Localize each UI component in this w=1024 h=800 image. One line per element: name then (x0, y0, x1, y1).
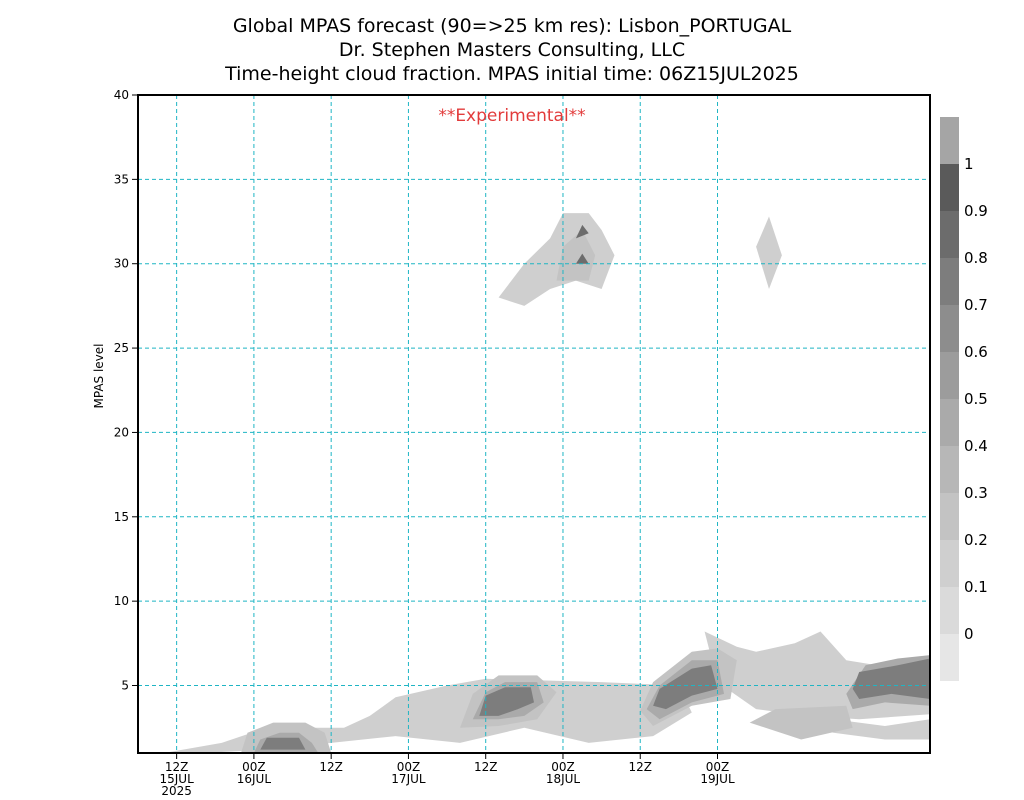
y-tick-label-0: 5 (121, 679, 129, 693)
colorbar-swatch-8 (940, 493, 959, 540)
y-tick-label-5: 30 (114, 257, 129, 271)
colorbar-swatch-7 (940, 446, 959, 493)
x-tick-label-7-2: 19JUL (700, 772, 735, 786)
colorbar-swatch-11 (940, 634, 959, 681)
colorbar-swatch-4 (940, 305, 959, 352)
colorbar-label-7: 0.7 (964, 296, 988, 314)
cloud-region-14 (260, 737, 306, 750)
x-tick-label-3-2: 17JUL (391, 772, 426, 786)
x-tick-label-2-1: 12Z (319, 760, 343, 774)
colorbar-swatch-1 (940, 164, 959, 211)
colorbar-swatch-0 (940, 117, 959, 164)
x-tick-label-7-1: 00Z (706, 760, 730, 774)
x-tick-label-1-2: 16JUL (237, 772, 272, 786)
x-tick-label-3-1: 00Z (397, 760, 421, 774)
cloud-region-16 (653, 665, 718, 710)
plot-frame (137, 94, 931, 754)
y-tick-label-7: 40 (114, 88, 129, 102)
colorbar-label-5: 0.5 (964, 390, 988, 408)
x-tick-label-0-2: 15JUL (159, 772, 194, 786)
cloud-region-15 (479, 687, 534, 716)
y-axis-ticks: 5 10 15 20 25 30 35 40 (114, 88, 138, 693)
colorbar-swatch-9 (940, 540, 959, 587)
cloud-regions (163, 213, 930, 753)
colorbar-label-0: 0 (964, 625, 974, 643)
gridlines (138, 95, 930, 753)
y-axis-label: MPAS level (92, 344, 106, 409)
colorbar-label-3: 0.3 (964, 484, 988, 502)
colorbar-label-4: 0.4 (964, 437, 988, 455)
colorbar-label-9: 0.9 (964, 202, 988, 220)
title-line-2: Dr. Stephen Masters Consulting, LLC (339, 39, 685, 61)
y-tick-label-6: 35 (114, 172, 129, 186)
colorbar-swatch-3 (940, 258, 959, 305)
colorbar-label-2: 0.2 (964, 531, 988, 549)
y-tick-label-2: 15 (114, 510, 129, 524)
colorbar-label-8: 0.8 (964, 249, 988, 267)
x-tick-label-0-3: 2025 (161, 784, 192, 798)
cloud-region-18 (575, 224, 589, 239)
y-tick-label-3: 20 (114, 425, 129, 439)
colorbar-label-6: 0.6 (964, 343, 988, 361)
watermark: **Experimental** (438, 106, 585, 126)
colorbar-swatch-5 (940, 352, 959, 399)
colorbar-swatch-10 (940, 587, 959, 634)
cloud-region-9 (556, 230, 596, 281)
x-tick-label-5-2: 18JUL (546, 772, 581, 786)
cloud-region-19 (575, 253, 589, 264)
colorbar: 0 0.1 0.2 0.3 0.4 0.5 0.6 0.7 0.8 0.9 1 (940, 117, 988, 681)
cloud-region-8 (749, 705, 853, 740)
cloud-region-17 (852, 658, 930, 699)
x-tick-label-6-1: 12Z (628, 760, 652, 774)
colorbar-swatch-2 (940, 211, 959, 258)
colorbar-swatch-6 (940, 399, 959, 446)
x-tick-label-5-1: 00Z (551, 760, 575, 774)
colorbar-label-10: 1 (964, 155, 974, 173)
x-tick-label-0-1: 12Z (165, 760, 189, 774)
x-tick-label-4-1: 12Z (474, 760, 498, 774)
cloud-region-4 (756, 216, 782, 289)
cloud-region-3 (498, 213, 615, 306)
y-tick-label-4: 25 (114, 341, 129, 355)
title-line-3: Time-height cloud fraction. MPAS initial… (224, 63, 799, 85)
y-tick-label-1: 10 (114, 594, 129, 608)
colorbar-label-1: 0.1 (964, 578, 988, 596)
title-line-1: Global MPAS forecast (90=>25 km res): Li… (233, 15, 792, 37)
x-tick-label-1-1: 00Z (242, 760, 266, 774)
